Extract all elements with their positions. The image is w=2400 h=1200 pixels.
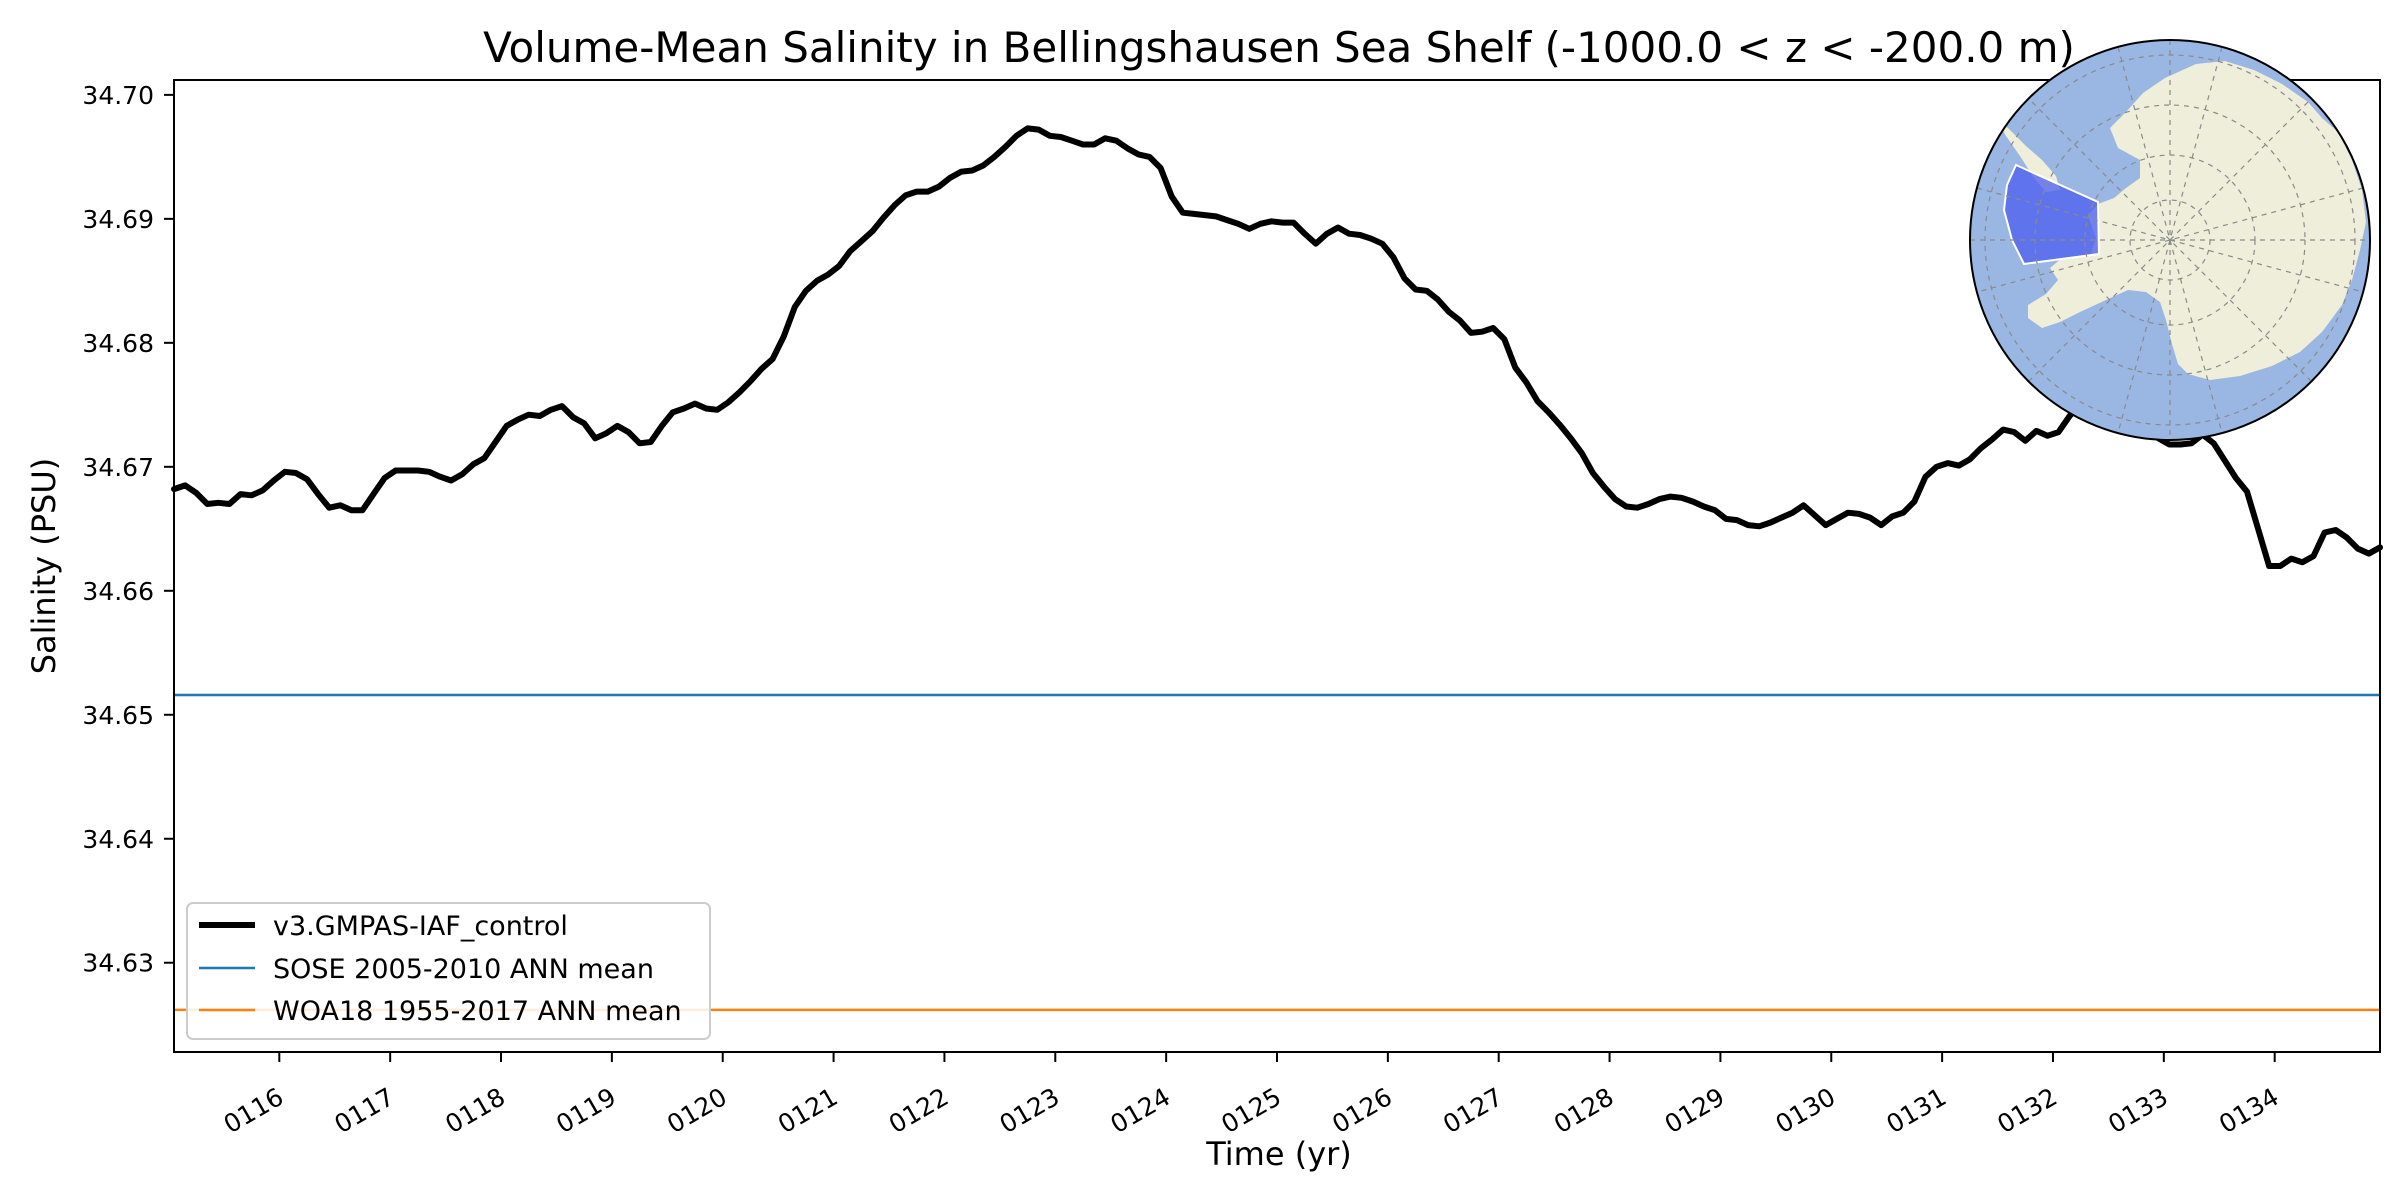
chart-title: Volume-Mean Salinity in Bellingshausen S… [483,23,2075,72]
x-axis-label: Time (yr) [1205,1135,1352,1173]
y-tick-label: 34.65 [82,701,154,730]
inset-map [1969,39,2371,441]
inset-map-border [1969,39,2371,441]
legend-label-woa18: WOA18 1955-2017 ANN mean [273,996,682,1027]
legend-label-control: v3.GMPAS-IAF_control [273,911,568,942]
legend: v3.GMPAS-IAF_control SOSE 2005-2010 ANN … [186,902,711,1040]
inset-map-graticule [1970,40,2370,440]
y-axis-ticks: 34.63 34.64 34.65 34.66 34.67 34.68 34.69 34.70 [82,81,174,978]
inset-map-antarctica [2028,61,2366,380]
y-tick-label: 34.63 [82,949,154,978]
y-tick-label: 34.64 [82,825,154,854]
y-axis-label: Salinity (PSU) [25,458,63,675]
legend-box [186,902,711,1040]
y-tick-label: 34.67 [82,453,154,482]
legend-label-sose: SOSE 2005-2010 ANN mean [273,954,654,985]
y-tick-label: 34.70 [82,81,154,110]
y-tick-label: 34.68 [82,329,154,358]
y-tick-label: 34.69 [82,205,154,234]
inset-map-region [2002,163,2101,266]
inset-map-peninsula [1998,122,2060,192]
plot-frame [173,79,2381,1053]
y-tick-label: 34.66 [82,577,154,606]
series-line-control [171,125,2383,569]
